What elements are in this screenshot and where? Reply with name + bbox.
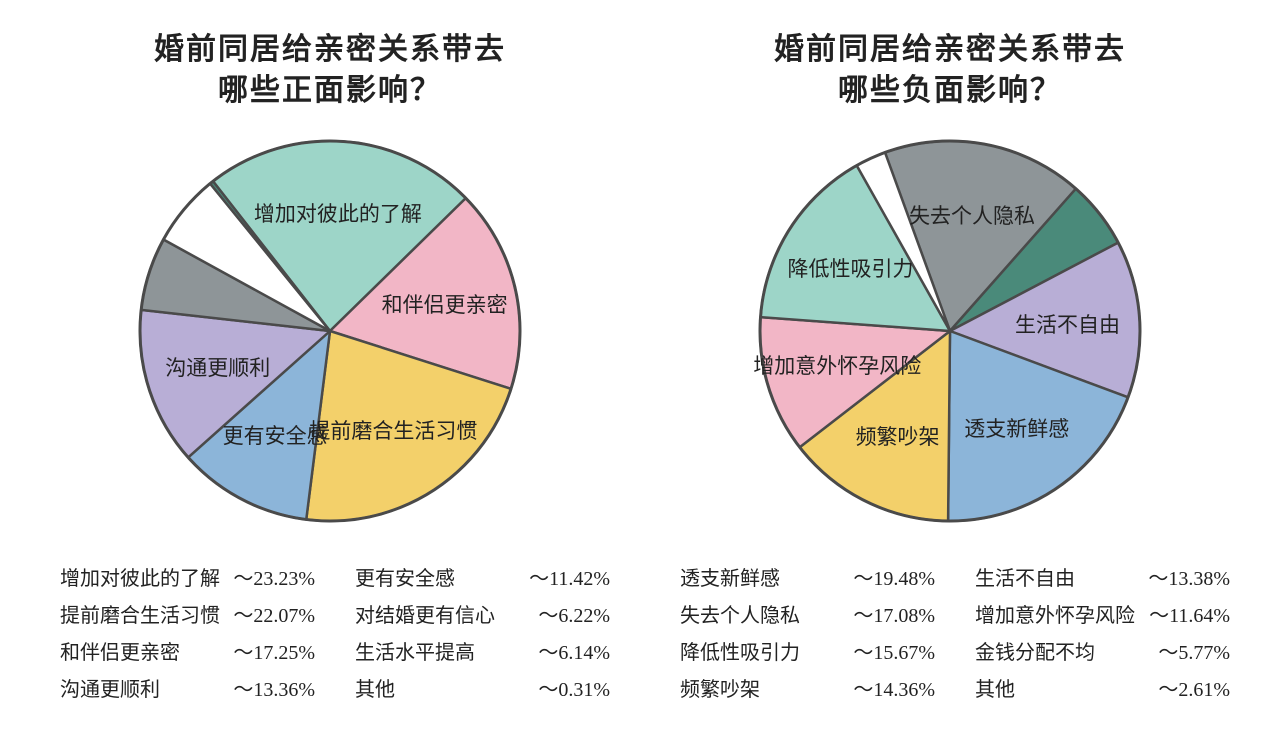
legend-column: 增加对彼此的了解 ～23.23% 提前磨合生活习惯 ～22.07% 和伴侣更亲密 ～17.… bbox=[60, 561, 315, 709]
legend-value: ～17.08% bbox=[853, 598, 935, 635]
legend-row: 增加意外怀孕风险 ～11.64% bbox=[975, 598, 1230, 635]
legend-row: 增加对彼此的了解 ～23.23% bbox=[60, 561, 315, 598]
legend-label: 透支新鲜感 bbox=[680, 561, 780, 598]
legend-row: 沟通更顺利 ～13.36% bbox=[60, 672, 315, 709]
right-title: 婚前同居给亲密关系带去 哪些负面影响？ bbox=[774, 30, 1126, 111]
legend-value: ～5.77% bbox=[1158, 635, 1230, 672]
legend-row: 金钱分配不均 ～5.77% bbox=[975, 635, 1230, 672]
legend-value: ～6.14% bbox=[538, 635, 610, 672]
legend-value: ～6.22% bbox=[538, 598, 610, 635]
left-title: 婚前同居给亲密关系带去 哪些正面影响？ bbox=[154, 30, 506, 111]
legend-value: ～0.31% bbox=[538, 672, 610, 709]
legend-row: 透支新鲜感 ～19.48% bbox=[680, 561, 935, 598]
legend-row: 和伴侣更亲密 ～17.25% bbox=[60, 635, 315, 672]
legend-row: 失去个人隐私 ～17.08% bbox=[680, 598, 935, 635]
legend-row: 生活不自由 ～13.38% bbox=[975, 561, 1230, 598]
legend-row: 提前磨合生活习惯 ～22.07% bbox=[60, 598, 315, 635]
legend-label: 其他 bbox=[975, 672, 1015, 709]
legend-value: ～13.36% bbox=[233, 672, 315, 709]
legend-label: 增加对彼此的了解 bbox=[60, 561, 220, 598]
legend-label: 失去个人隐私 bbox=[680, 598, 800, 635]
left-legend: 增加对彼此的了解 ～23.23% 提前磨合生活习惯 ～22.07% 和伴侣更亲密 ～17.… bbox=[50, 561, 610, 709]
legend-value: ～2.61% bbox=[1158, 672, 1230, 709]
legend-label: 和伴侣更亲密 bbox=[60, 635, 180, 672]
legend-label: 频繁吵架 bbox=[680, 672, 760, 709]
legend-label: 降低性吸引力 bbox=[680, 635, 800, 672]
legend-column: 透支新鲜感～19.48%失去个人隐私～17.08%降低性吸引力～15.67%频繁… bbox=[680, 561, 935, 709]
legend-row: 其他 ～0.31% bbox=[355, 672, 610, 709]
legend-row: 生活水平提高 ～6.14% bbox=[355, 635, 610, 672]
legend-label: 对结婚更有信心 bbox=[355, 598, 495, 635]
legend-value: ～23.23% bbox=[233, 561, 315, 598]
legend-label: 提前磨合生活习惯 bbox=[60, 598, 220, 635]
right-panel: 婚前同居给亲密关系带去 哪些负面影响？ 失去个人隐私生活不自由透支新鲜感频繁吵架… bbox=[670, 30, 1230, 709]
legend-value: ～13.38% bbox=[1148, 561, 1230, 598]
right-title-line2: 哪些负面影响？ bbox=[838, 74, 1062, 107]
right-legend: 透支新鲜感～19.48%失去个人隐私～17.08%降低性吸引力～15.67%频繁… bbox=[670, 561, 1230, 709]
legend-value: ～11.42% bbox=[529, 561, 610, 598]
legend-label: 生活水平提高 bbox=[355, 635, 475, 672]
legend-row: 频繁吵架 ～14.36% bbox=[680, 672, 935, 709]
legend-row: 其他 ～2.61% bbox=[975, 672, 1230, 709]
legend-value: ～11.64% bbox=[1149, 598, 1230, 635]
legend-row: 对结婚更有信心 ～6.22% bbox=[355, 598, 610, 635]
left-panel: 婚前同居给亲密关系带去 哪些正面影响？ 增加对彼此的了解和伴侣更亲密提前磨合生活… bbox=[50, 30, 610, 709]
legend-label: 生活不自由 bbox=[975, 561, 1075, 598]
legend-value: ～14.36% bbox=[853, 672, 935, 709]
legend-label: 增加意外怀孕风险 bbox=[975, 598, 1135, 635]
legend-row: 更有安全感 ～11.42% bbox=[355, 561, 610, 598]
legend-row: 降低性吸引力 ～15.67% bbox=[680, 635, 935, 672]
left-pie-chart: 增加对彼此的了解和伴侣更亲密提前磨合生活习惯更有安全感沟通更顺利 bbox=[130, 131, 530, 531]
left-title-line1: 婚前同居给亲密关系带去 bbox=[154, 33, 506, 66]
legend-label: 更有安全感 bbox=[355, 561, 455, 598]
legend-value: ～22.07% bbox=[233, 598, 315, 635]
legend-column: 更有安全感 ～11.42% 对结婚更有信心 ～6.22% 生活水平提高 ～6.14% 其他 ～… bbox=[355, 561, 610, 709]
right-title-line1: 婚前同居给亲密关系带去 bbox=[774, 33, 1126, 66]
left-title-line2: 哪些正面影响？ bbox=[218, 74, 442, 107]
legend-label: 沟通更顺利 bbox=[60, 672, 160, 709]
legend-label: 其他 bbox=[355, 672, 395, 709]
legend-column: 生活不自由～13.38%增加意外怀孕风险～11.64%金钱分配不均～5.77%其… bbox=[975, 561, 1230, 709]
legend-label: 金钱分配不均 bbox=[975, 635, 1095, 672]
legend-value: ～17.25% bbox=[233, 635, 315, 672]
legend-value: ～19.48% bbox=[853, 561, 935, 598]
right-pie-chart: 失去个人隐私生活不自由透支新鲜感频繁吵架增加意外怀孕风险降低性吸引力 bbox=[750, 131, 1150, 531]
legend-value: ～15.67% bbox=[853, 635, 935, 672]
